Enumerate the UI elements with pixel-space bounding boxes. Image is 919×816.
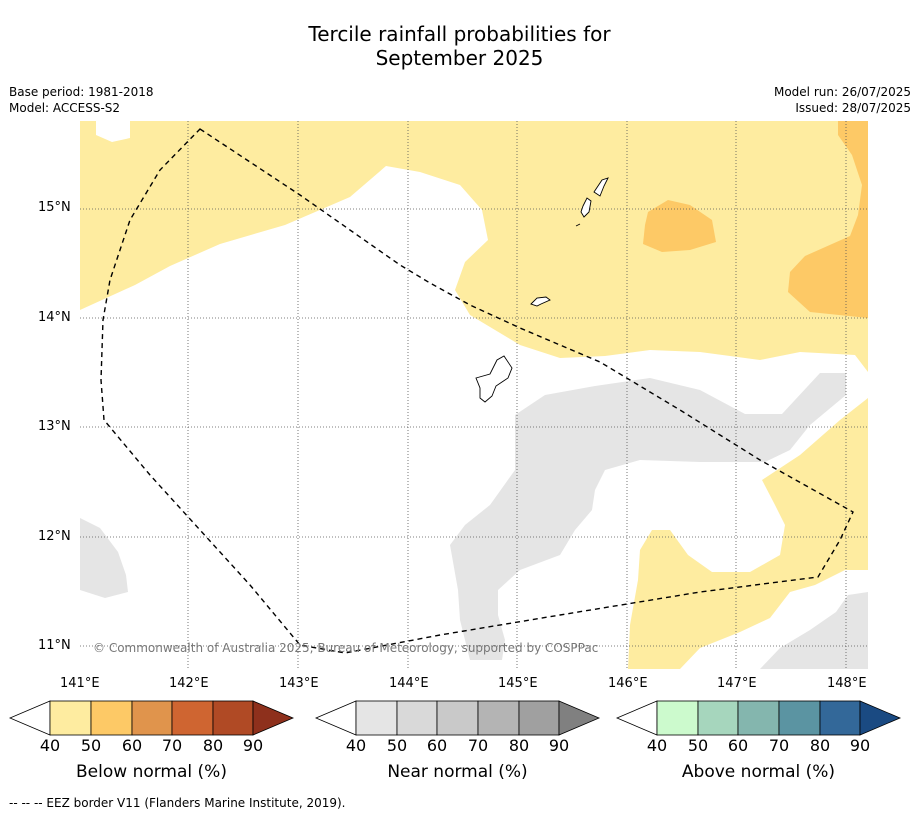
cb-below-seg-4 bbox=[171, 700, 214, 736]
white-notch bbox=[96, 121, 130, 142]
cb-below-tick: 90 bbox=[242, 736, 264, 755]
cb-below-tick: 80 bbox=[202, 736, 224, 755]
cb-near-seg-4 bbox=[477, 700, 520, 736]
near-normal-center-region bbox=[450, 373, 846, 660]
below-normal-patch-east bbox=[788, 121, 868, 318]
lat-label-14n: 14°N bbox=[38, 310, 71, 325]
cb-above-seg-5 bbox=[819, 700, 861, 736]
cb-near-tick: 40 bbox=[345, 736, 367, 755]
cb-above-seg-4 bbox=[778, 700, 821, 736]
lat-label-12n: 12°N bbox=[38, 529, 71, 544]
base-period: Base period: 1981-2018 bbox=[9, 85, 154, 99]
saipan-island bbox=[593, 177, 609, 197]
cb-above-seg-2 bbox=[697, 700, 739, 736]
lon-label-146e: 146°E bbox=[608, 676, 648, 691]
cb-above-seg-3 bbox=[737, 700, 780, 736]
below-normal-north-region bbox=[80, 121, 868, 372]
title-line-1: Tercile rainfall probabilities for bbox=[308, 22, 611, 46]
cb-above-title: Above normal (%) bbox=[681, 762, 836, 782]
cb-above-tick: 90 bbox=[849, 736, 871, 755]
lon-label-145e: 145°E bbox=[498, 676, 538, 691]
model-run: Model run: 26/07/2025 bbox=[773, 85, 911, 99]
lon-label-143e: 143°E bbox=[279, 676, 319, 691]
grid-lines bbox=[80, 121, 868, 669]
tinian-island bbox=[580, 197, 592, 218]
cb-near-seg-5 bbox=[518, 700, 560, 736]
cb-below-seg-2 bbox=[90, 700, 133, 736]
cb-above-seg-1 bbox=[656, 700, 699, 736]
cb-below-seg-1 bbox=[49, 700, 92, 736]
cb-near-tick: 90 bbox=[548, 736, 570, 755]
cb-near-tick: 60 bbox=[426, 736, 448, 755]
cb-above-seg-6 bbox=[859, 700, 902, 736]
colorbar-above bbox=[615, 700, 902, 736]
aguijan-islet bbox=[575, 223, 581, 227]
copyright-notice: © Commonwealth of Australia 2025, Bureau… bbox=[93, 641, 599, 655]
cb-above-tick: 80 bbox=[809, 736, 831, 755]
near-normal-west-region bbox=[80, 518, 128, 598]
lat-label-11n: 11°N bbox=[38, 638, 71, 653]
cb-near-tick: 50 bbox=[386, 736, 408, 755]
cb-below-tick: 60 bbox=[121, 736, 143, 755]
cb-below-tick: 40 bbox=[39, 736, 61, 755]
lat-label-15n: 15°N bbox=[38, 200, 71, 215]
cb-below-tick: 50 bbox=[80, 736, 102, 755]
cb-below-seg-6 bbox=[252, 700, 295, 736]
cb-below-tick: 70 bbox=[161, 736, 183, 755]
cb-near-seg-1 bbox=[355, 700, 398, 736]
cb-below-seg-5 bbox=[212, 700, 254, 736]
cb-above-tick: 50 bbox=[687, 736, 709, 755]
cb-below-title: Below normal (%) bbox=[76, 762, 227, 782]
title-line-2: September 2025 bbox=[375, 46, 544, 70]
model-name: Model: ACCESS-S2 bbox=[9, 101, 121, 115]
lat-label-13n: 13°N bbox=[38, 419, 71, 434]
cb-above-seg-0 bbox=[615, 700, 658, 736]
cb-near-seg-3 bbox=[436, 700, 479, 736]
near-normal-southeast-region bbox=[760, 592, 868, 669]
cb-above-tick: 70 bbox=[768, 736, 790, 755]
lon-label-148e: 148°E bbox=[827, 676, 867, 691]
below-normal-patch-center bbox=[643, 200, 716, 252]
issued-date: Issued: 28/07/2025 bbox=[795, 101, 911, 115]
cb-near-seg-0 bbox=[314, 700, 357, 736]
cb-near-seg-2 bbox=[396, 700, 438, 736]
cb-below-seg-0 bbox=[8, 700, 51, 736]
meta-right: Model run: 26/07/2025 Issued: 28/07/2025 bbox=[774, 84, 911, 116]
cb-above-tick: 40 bbox=[646, 736, 668, 755]
below-normal-southeast-region bbox=[628, 398, 868, 669]
eez-footnote: -- -- -- EEZ border V11 (Flanders Marine… bbox=[9, 796, 346, 810]
eez-border bbox=[100, 128, 854, 654]
colorbar-near bbox=[314, 700, 601, 736]
guam-island bbox=[475, 355, 513, 403]
cb-near-tick: 80 bbox=[508, 736, 530, 755]
lon-label-141e: 141°E bbox=[60, 676, 100, 691]
cb-near-seg-6 bbox=[558, 700, 601, 736]
islands bbox=[475, 177, 609, 403]
lon-label-147e: 147°E bbox=[717, 676, 757, 691]
cb-above-tick: 60 bbox=[727, 736, 749, 755]
colorbar-below bbox=[8, 700, 295, 736]
meta-left: Base period: 1981-2018 Model: ACCESS-S2 bbox=[9, 84, 154, 116]
cb-near-title: Near normal (%) bbox=[387, 762, 528, 782]
lon-label-144e: 144°E bbox=[389, 676, 429, 691]
map-title: Tercile rainfall probabilities for Septe… bbox=[0, 22, 919, 70]
cb-near-tick: 70 bbox=[467, 736, 489, 755]
rota-island bbox=[530, 296, 551, 307]
map-area bbox=[80, 121, 868, 669]
lon-label-142e: 142°E bbox=[169, 676, 209, 691]
cb-below-seg-3 bbox=[131, 700, 173, 736]
